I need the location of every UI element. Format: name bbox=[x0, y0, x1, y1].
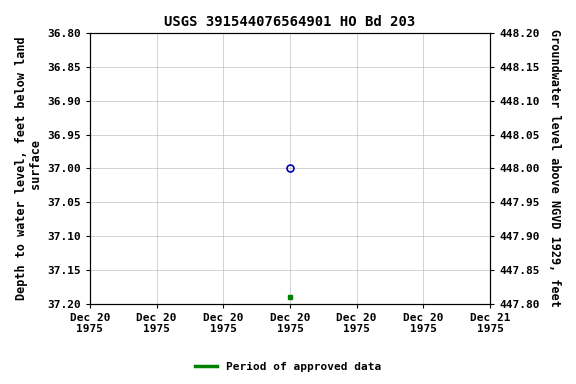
Legend: Period of approved data: Period of approved data bbox=[191, 358, 385, 377]
Y-axis label: Groundwater level above NGVD 1929, feet: Groundwater level above NGVD 1929, feet bbox=[548, 30, 561, 307]
Y-axis label: Depth to water level, feet below land
 surface: Depth to water level, feet below land su… bbox=[15, 36, 43, 300]
Title: USGS 391544076564901 HO Bd 203: USGS 391544076564901 HO Bd 203 bbox=[164, 15, 416, 29]
